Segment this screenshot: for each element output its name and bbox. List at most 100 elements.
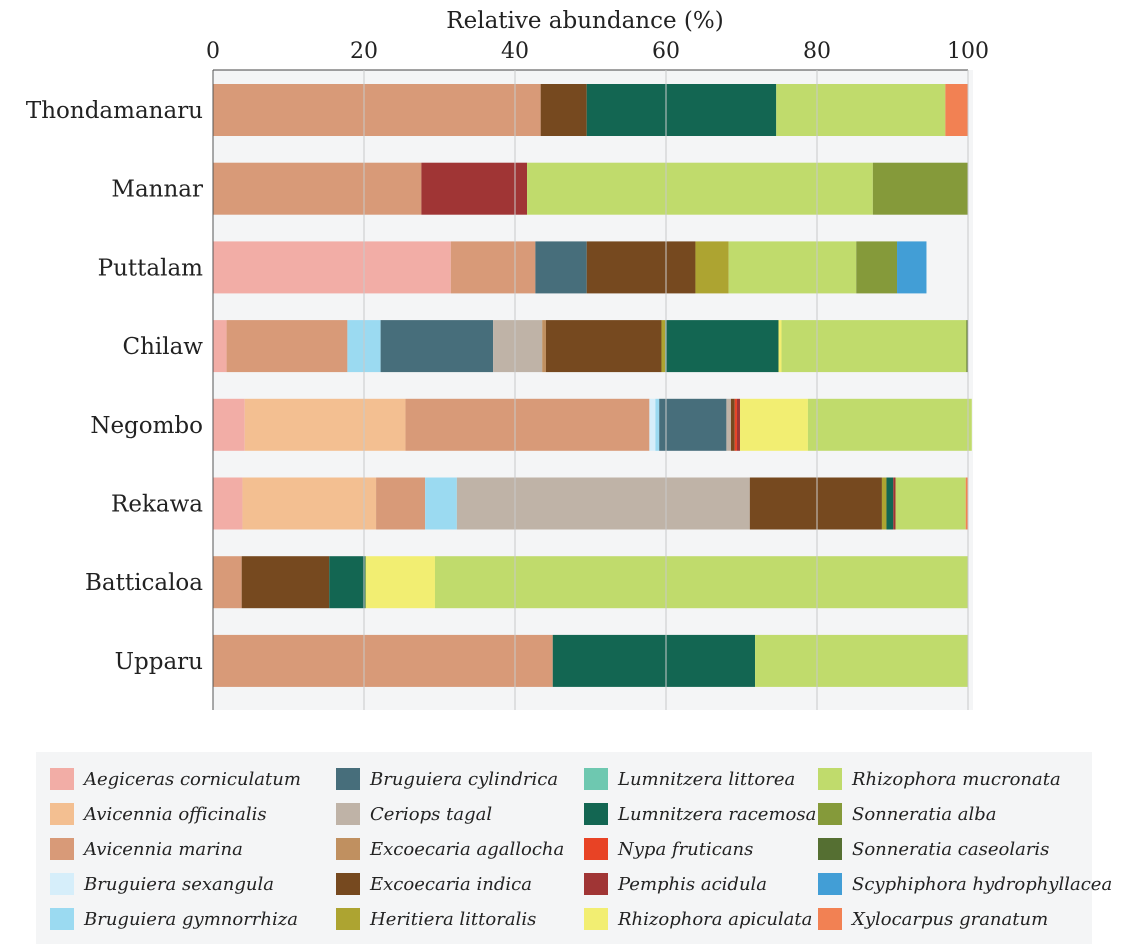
legend-swatch — [336, 838, 360, 860]
bar-segment — [897, 241, 927, 294]
legend-label: Scyphiphora hydrophyllacea — [852, 873, 1113, 895]
legend-item: Excoecaria indica — [336, 871, 532, 897]
bar-segment — [781, 320, 967, 373]
category-label: Chilaw — [122, 334, 203, 360]
category-label: Mannar — [111, 177, 203, 203]
legend-label: Rhizophora mucronata — [852, 768, 1061, 790]
legend-item: Ceriops tagal — [336, 801, 492, 827]
legend-item: Pemphis acidula — [584, 871, 767, 897]
bar-segment — [535, 241, 587, 294]
legend-item: Avicennia officinalis — [50, 801, 267, 827]
x-tick-label: 80 — [803, 39, 831, 64]
bar-segment — [776, 84, 946, 136]
bar-segment — [945, 84, 968, 136]
legend-swatch — [818, 873, 842, 895]
bar-segment — [739, 398, 808, 451]
legend-swatch — [584, 803, 608, 825]
legend-item: Bruguiera sexangula — [50, 871, 274, 897]
legend-label: Bruguiera cylindrica — [370, 768, 559, 790]
bar-segment — [434, 556, 969, 609]
legend-label: Lumnitzera racemosa — [618, 803, 817, 825]
bar-segment — [966, 320, 968, 373]
legend-item: Bruguiera cylindrica — [336, 766, 558, 792]
bar-segment — [856, 241, 898, 294]
category-label: Batticaloa — [85, 570, 203, 596]
bar-segment — [527, 162, 873, 215]
category-label: Negombo — [90, 413, 203, 439]
bar-segment — [213, 320, 227, 373]
legend-swatch — [50, 768, 74, 790]
legend-item: Lumnitzera littorea — [584, 766, 795, 792]
legend-item: Lumnitzera racemosa — [584, 801, 816, 827]
stacked-bar-chart: Thondamanaru Mannar Puttalam Chilaw Negombo R… — [26, 8, 989, 710]
bar-segment — [755, 634, 968, 687]
legend-label: Sonneratia alba — [852, 803, 997, 825]
legend-swatch — [336, 908, 360, 930]
legend-label: Bruguiera gymnorrhiza — [84, 908, 298, 930]
bar-segment — [242, 477, 377, 530]
bar-segment — [421, 162, 528, 215]
legend-label: Excoecaria agallocha — [370, 838, 565, 860]
bar-segment — [450, 241, 536, 294]
legend-swatch — [584, 908, 608, 930]
bar-segment — [665, 320, 779, 373]
bar-segment — [213, 477, 243, 530]
legend-label: Avicennia officinalis — [84, 803, 267, 825]
bar-segment — [376, 477, 426, 530]
x-tick-label: 60 — [652, 39, 680, 64]
legend-swatch — [336, 803, 360, 825]
legend-label: Pemphis acidula — [618, 873, 768, 895]
bar-segment — [405, 398, 650, 451]
legend-item: Rhizophora apiculata — [584, 906, 812, 932]
legend-label: Nypa fruticans — [618, 838, 754, 860]
bar-segment — [213, 84, 541, 136]
legend-swatch — [584, 873, 608, 895]
bar-segment — [881, 477, 887, 530]
legend-swatch — [50, 803, 74, 825]
legend-label: Heritiera littoralis — [370, 908, 537, 930]
category-label: Upparu — [115, 649, 203, 675]
category-label: Thondamanaru — [26, 98, 203, 124]
legend-swatch — [818, 803, 842, 825]
bar-segment — [213, 634, 553, 687]
category-label: Puttalam — [98, 255, 204, 281]
bar-segment — [726, 398, 731, 451]
bar-segments — [213, 84, 972, 687]
legend-item: Sonneratia caseolaris — [818, 836, 1049, 862]
legend-swatch — [584, 768, 608, 790]
legend-swatch — [50, 908, 74, 930]
bar-segment — [241, 556, 330, 609]
legend-item: Heritiera littoralis — [336, 906, 536, 932]
bar-segment — [807, 398, 972, 451]
bar-segment — [778, 320, 782, 373]
bar-segment — [895, 477, 966, 530]
bar-segment — [734, 398, 737, 451]
bar-segment — [213, 398, 245, 451]
bar-segment — [425, 477, 457, 530]
bar-segment — [695, 241, 729, 294]
bar-segment — [586, 241, 696, 294]
legend-label: Ceriops tagal — [370, 803, 493, 825]
bar-segment — [213, 556, 242, 609]
legend-item: Sonneratia alba — [818, 801, 997, 827]
legend-swatch — [818, 908, 842, 930]
bar-segment — [886, 477, 894, 530]
legend-label: Aegiceras corniculatum — [84, 768, 301, 790]
bar-segment — [749, 477, 882, 530]
legend-item: Scyphiphora hydrophyllacea — [818, 871, 1112, 897]
bar-segment — [552, 634, 756, 687]
bar-segment — [655, 398, 660, 451]
legend: Aegiceras corniculatum Avicennia officina… — [36, 752, 1112, 944]
legend-label: Excoecaria indica — [370, 873, 532, 895]
bar-segment — [213, 241, 451, 294]
legend-swatch — [50, 838, 74, 860]
legend-label: Lumnitzera littorea — [618, 768, 796, 790]
x-tick-label: 100 — [947, 39, 989, 64]
bar-segment — [329, 556, 366, 609]
bar-segment — [872, 162, 968, 215]
bar-segment — [456, 477, 750, 530]
bar-segment — [965, 477, 968, 530]
legend-item: Nypa fruticans — [584, 836, 753, 862]
x-axis: 0 20 40 60 80 100 — [206, 39, 989, 710]
bar-segment — [659, 398, 727, 451]
